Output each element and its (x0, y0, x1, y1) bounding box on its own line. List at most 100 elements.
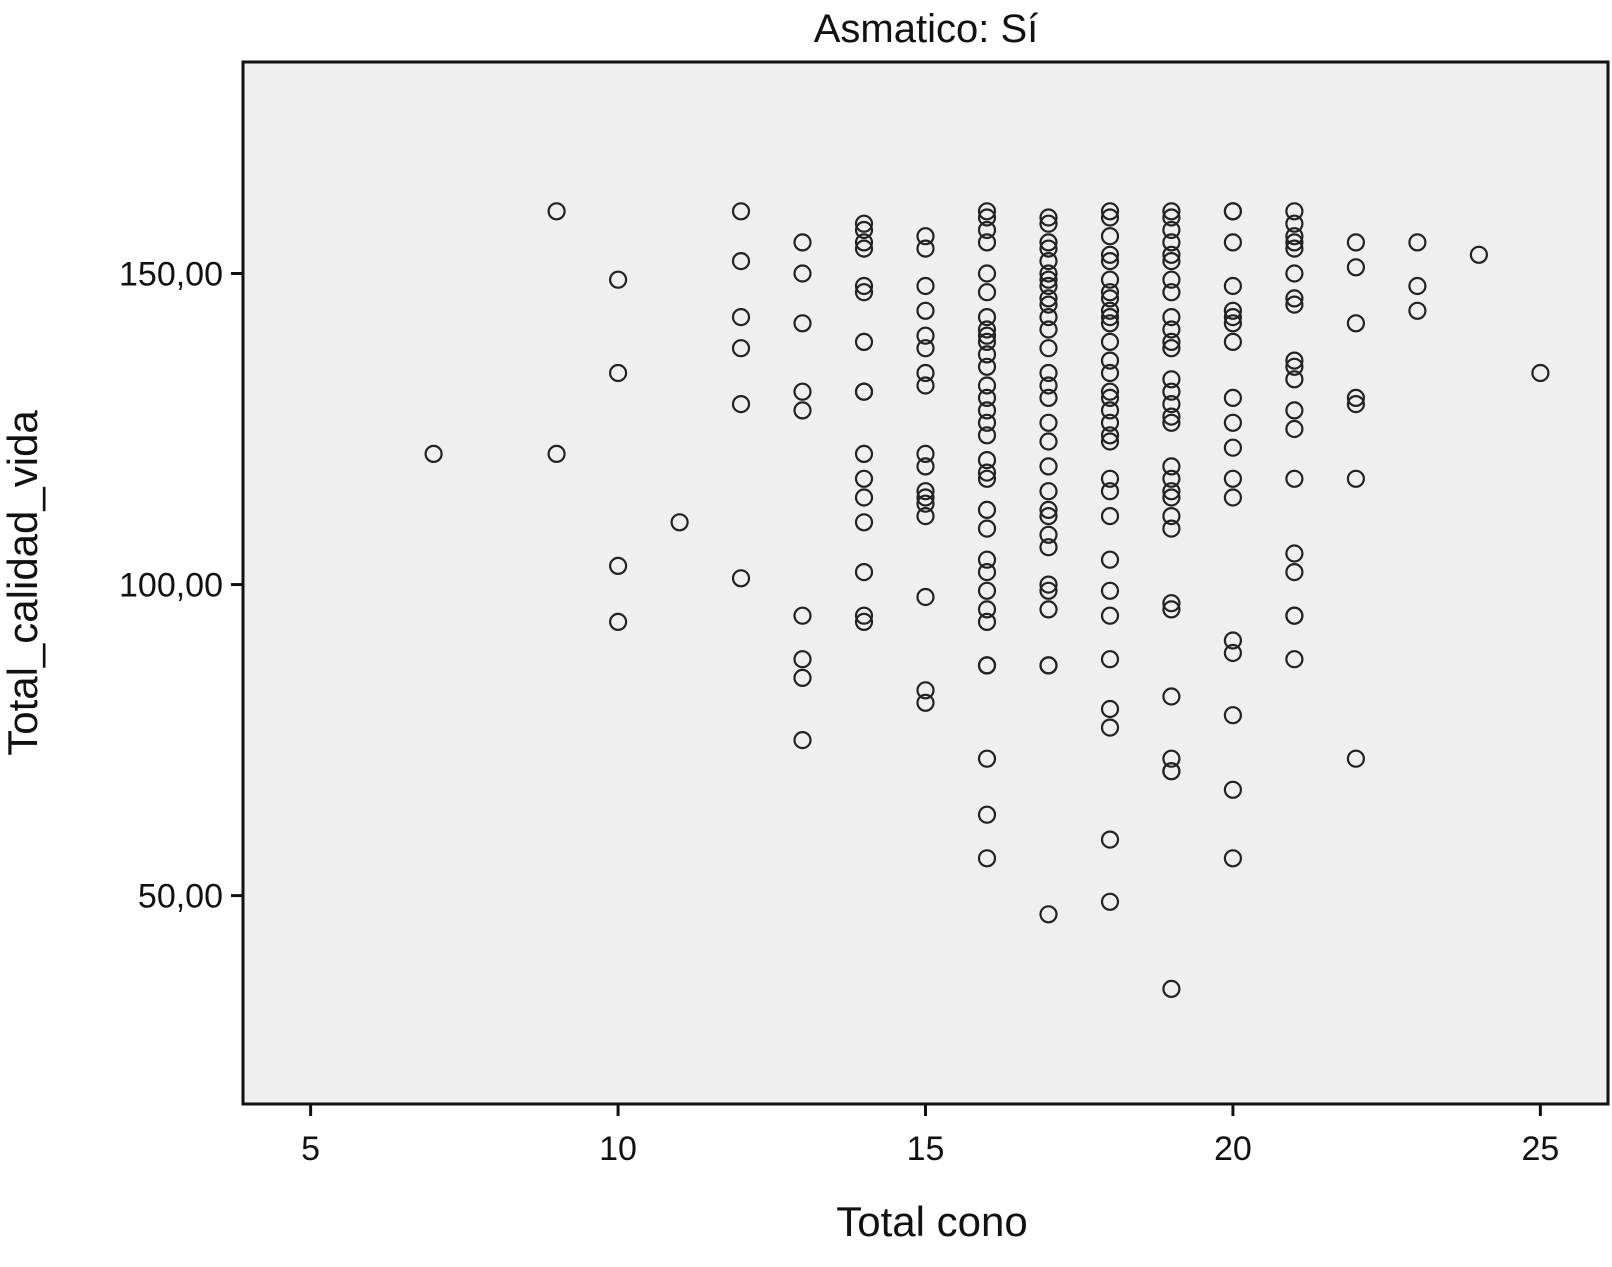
data-point (1223, 413, 1243, 432)
data-point (1100, 382, 1120, 401)
data-point (1162, 252, 1181, 271)
data-point (1100, 363, 1120, 383)
data-point (977, 332, 997, 351)
data-point (1039, 289, 1058, 308)
y-tick-label: 150,00 (119, 256, 223, 294)
data-point (916, 494, 935, 513)
data-point (1162, 395, 1181, 414)
data-point (547, 202, 566, 221)
data-point (1100, 227, 1120, 246)
data-point (1100, 581, 1120, 600)
data-point (1223, 780, 1243, 799)
axis-ticks: 5 10 15 20 25 50,00 100,00 150,00 (119, 256, 1559, 1168)
data-point (1039, 270, 1058, 289)
data-point (1039, 214, 1058, 233)
data-point (1039, 239, 1058, 258)
data-point (1285, 202, 1304, 221)
data-point (1100, 650, 1120, 669)
data-point (1285, 264, 1304, 283)
data-point (1039, 500, 1058, 519)
data-point (1039, 308, 1058, 327)
data-point (1285, 419, 1304, 439)
data-point (1285, 544, 1304, 563)
x-tick-label: 10 (599, 1130, 637, 1168)
data-point (1285, 295, 1304, 314)
data-point (1285, 401, 1304, 420)
data-point (977, 550, 997, 569)
data-point (977, 519, 997, 538)
data-point (1285, 370, 1304, 389)
data-point (670, 513, 689, 532)
data-point (1223, 706, 1243, 725)
data-point (793, 606, 812, 625)
data-point (916, 276, 935, 296)
data-point (977, 283, 997, 302)
data-point (916, 693, 935, 712)
data-point (977, 202, 997, 221)
data-point (854, 283, 874, 302)
x-tick-label: 20 (1214, 1130, 1252, 1168)
data-point (977, 600, 997, 619)
data-point (1039, 252, 1058, 271)
data-point (1346, 469, 1366, 488)
data-point (854, 444, 874, 463)
data-point (1100, 830, 1120, 849)
data-point (1285, 233, 1304, 252)
data-point (1162, 413, 1181, 432)
data-point (731, 252, 751, 271)
data-point (1285, 351, 1304, 370)
data-point (916, 587, 935, 607)
data-point (1162, 749, 1181, 768)
data-point (977, 388, 997, 407)
data-point (1285, 650, 1304, 669)
data-point (1162, 469, 1181, 488)
y-tick-label: 100,00 (119, 567, 223, 605)
data-point (1223, 202, 1243, 221)
data-point (1100, 426, 1120, 445)
data-point (1100, 270, 1120, 289)
data-point (1285, 239, 1304, 258)
data-point (1223, 849, 1243, 868)
data-point (731, 395, 751, 414)
data-point (547, 444, 566, 463)
data-point (1039, 233, 1058, 252)
data-point (1039, 575, 1058, 594)
data-point (916, 488, 935, 507)
data-point (916, 376, 935, 395)
data-point (916, 301, 935, 320)
data-point (1100, 388, 1120, 407)
data-point (1162, 382, 1181, 401)
data-point (1162, 245, 1181, 264)
x-tick-label: 25 (1521, 1130, 1559, 1168)
data-point (793, 650, 812, 669)
data-point (1285, 469, 1304, 488)
data-point (1162, 320, 1181, 339)
data-point (977, 308, 997, 327)
data-point (854, 214, 874, 233)
data-point (1162, 407, 1181, 426)
data-point (916, 457, 935, 476)
data-point (1346, 233, 1366, 252)
data-point (1039, 388, 1058, 407)
data-point (1162, 594, 1181, 613)
chart-title: Asmatico: Sí (814, 7, 1039, 51)
data-point (977, 413, 997, 432)
data-point (916, 363, 935, 383)
data-point (1162, 687, 1181, 706)
data-point (977, 426, 997, 445)
data-point (977, 749, 997, 768)
data-point (1039, 276, 1058, 296)
data-point (1162, 308, 1181, 327)
x-axis-label: Total cono (836, 1198, 1027, 1245)
data-point (1100, 283, 1120, 302)
data-point (854, 382, 874, 401)
data-point (1469, 245, 1489, 264)
data-point (793, 730, 812, 750)
data-points (424, 202, 1550, 999)
data-point (1039, 339, 1058, 358)
data-point (1223, 438, 1243, 457)
data-point (1100, 289, 1120, 308)
data-point (1223, 469, 1243, 488)
data-point (977, 500, 997, 519)
